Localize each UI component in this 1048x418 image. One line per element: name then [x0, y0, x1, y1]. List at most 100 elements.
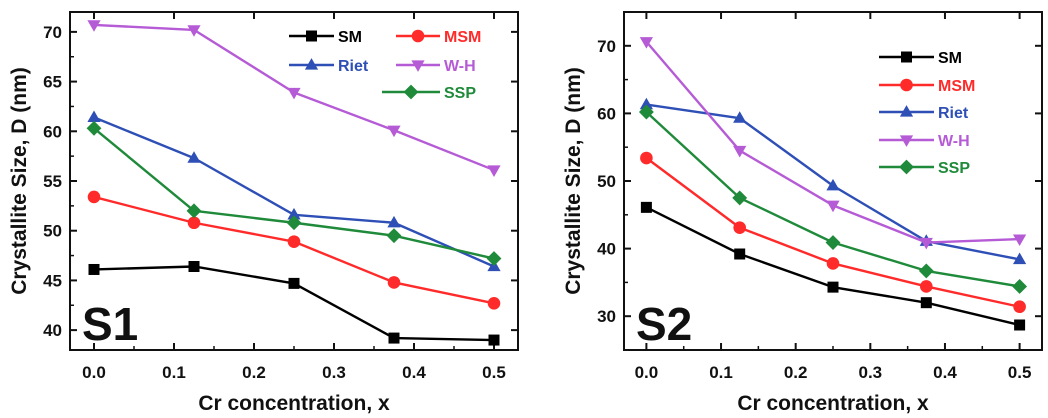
y-tick-label: 60: [597, 104, 616, 123]
data-point: [387, 276, 401, 289]
data-point: [639, 97, 653, 110]
y-tick-label: 30: [597, 307, 616, 326]
x-tick-label: 0.4: [933, 363, 957, 382]
data-point: [287, 207, 301, 220]
legend-label: SSP: [938, 160, 970, 177]
data-point: [487, 296, 501, 310]
legend-marker: [411, 29, 425, 43]
data-point: [286, 215, 302, 231]
data-point: [640, 201, 652, 213]
data-point: [1013, 252, 1027, 265]
data-point: [187, 25, 201, 37]
series-w-h: [87, 20, 501, 177]
chart-panel-s2: 0.0 0.1 0.2 0.3 0.4 0.5 30 40 50 60 70 Cr concentra…: [562, 11, 1043, 415]
data-point: [826, 200, 840, 213]
x-tick-label: 0.0: [635, 363, 659, 382]
legend-marker: [899, 159, 914, 175]
y-tick-label: 45: [43, 271, 62, 290]
legend-label: MSM: [444, 29, 481, 46]
data-point: [188, 260, 200, 272]
legend-marker: [901, 51, 912, 63]
series-line: [93, 265, 495, 342]
legend-label: MSM: [938, 78, 975, 95]
data-point: [1013, 234, 1027, 247]
y-tick-label: 70: [43, 23, 62, 42]
data-point: [734, 248, 746, 260]
data-point: [826, 178, 840, 191]
data-point: [387, 215, 401, 228]
panel-label: S2: [636, 298, 692, 350]
x-axis-title: Cr concentration, x: [198, 392, 390, 415]
y-axis-title: Crystallite Size, D (nm): [8, 67, 31, 295]
legend-label: W-H: [444, 58, 476, 75]
data-point: [918, 263, 934, 279]
data-point: [1013, 300, 1026, 314]
data-point: [920, 297, 932, 309]
x-axis-title: Cr concentration, x: [737, 392, 929, 415]
data-point: [88, 263, 100, 275]
data-point: [87, 20, 101, 32]
series-w-h: [639, 37, 1027, 250]
data-point: [638, 104, 654, 120]
series-sm: [640, 201, 1026, 331]
y-tick-label: 40: [43, 321, 62, 340]
y-tick-label: 50: [597, 172, 616, 191]
series-msm: [87, 190, 501, 310]
x-tick-label: 0.5: [1008, 363, 1032, 382]
data-point: [920, 280, 933, 293]
legend-label: Riet: [338, 58, 369, 75]
data-point: [733, 111, 747, 123]
data-point: [639, 37, 653, 49]
series-riet: [87, 110, 501, 272]
data-point: [487, 165, 501, 177]
legend-marker: [411, 60, 425, 72]
data-point: [733, 145, 747, 158]
legend-marker: [403, 84, 419, 100]
data-point: [87, 110, 101, 123]
x-tick-label: 0.4: [402, 363, 426, 382]
legend: SM MSM Riet W-H SSP: [879, 50, 975, 177]
data-point: [186, 203, 202, 219]
y-axis-title: Crystallite Size, D (nm): [562, 67, 585, 295]
legend-label: Riet: [938, 105, 969, 122]
legend-marker: [899, 135, 914, 147]
x-tick-label: 0.2: [242, 363, 266, 382]
series-msm: [640, 151, 1026, 314]
legend-label: W-H: [938, 133, 970, 150]
legend-label: SSP: [444, 85, 476, 102]
series-ssp: [638, 104, 1028, 294]
x-tick-label: 0.2: [784, 363, 808, 382]
legend: SM MSM Riet W-H SSP: [289, 29, 481, 102]
series-sm: [88, 260, 500, 346]
data-point: [825, 235, 841, 250]
x-tick-label: 0.3: [859, 363, 883, 382]
x-tick-label: 0.1: [162, 363, 186, 382]
data-point: [732, 190, 748, 206]
panel-label: S1: [82, 298, 138, 350]
data-point: [386, 228, 402, 244]
legend-marker: [306, 30, 317, 42]
data-point: [826, 257, 840, 270]
x-tick-label: 0.1: [709, 363, 733, 382]
data-point: [288, 277, 300, 289]
data-point: [86, 120, 102, 136]
data-point: [387, 125, 401, 138]
series-ssp: [86, 120, 502, 266]
data-point: [488, 334, 500, 346]
y-tick-label: 70: [597, 37, 616, 56]
y-tick-label: 55: [43, 172, 62, 191]
data-point: [919, 237, 933, 250]
data-point: [1012, 279, 1028, 294]
data-point: [87, 190, 101, 204]
legend-marker: [304, 58, 319, 70]
y-tick-label: 60: [43, 122, 62, 141]
legend-marker: [900, 78, 913, 92]
y-tick-label: 65: [43, 73, 62, 92]
data-point: [1014, 319, 1026, 331]
data-point: [187, 151, 201, 163]
data-point: [733, 221, 746, 234]
legend-label: SM: [938, 50, 962, 67]
data-point: [287, 235, 301, 248]
data-point: [486, 251, 502, 266]
